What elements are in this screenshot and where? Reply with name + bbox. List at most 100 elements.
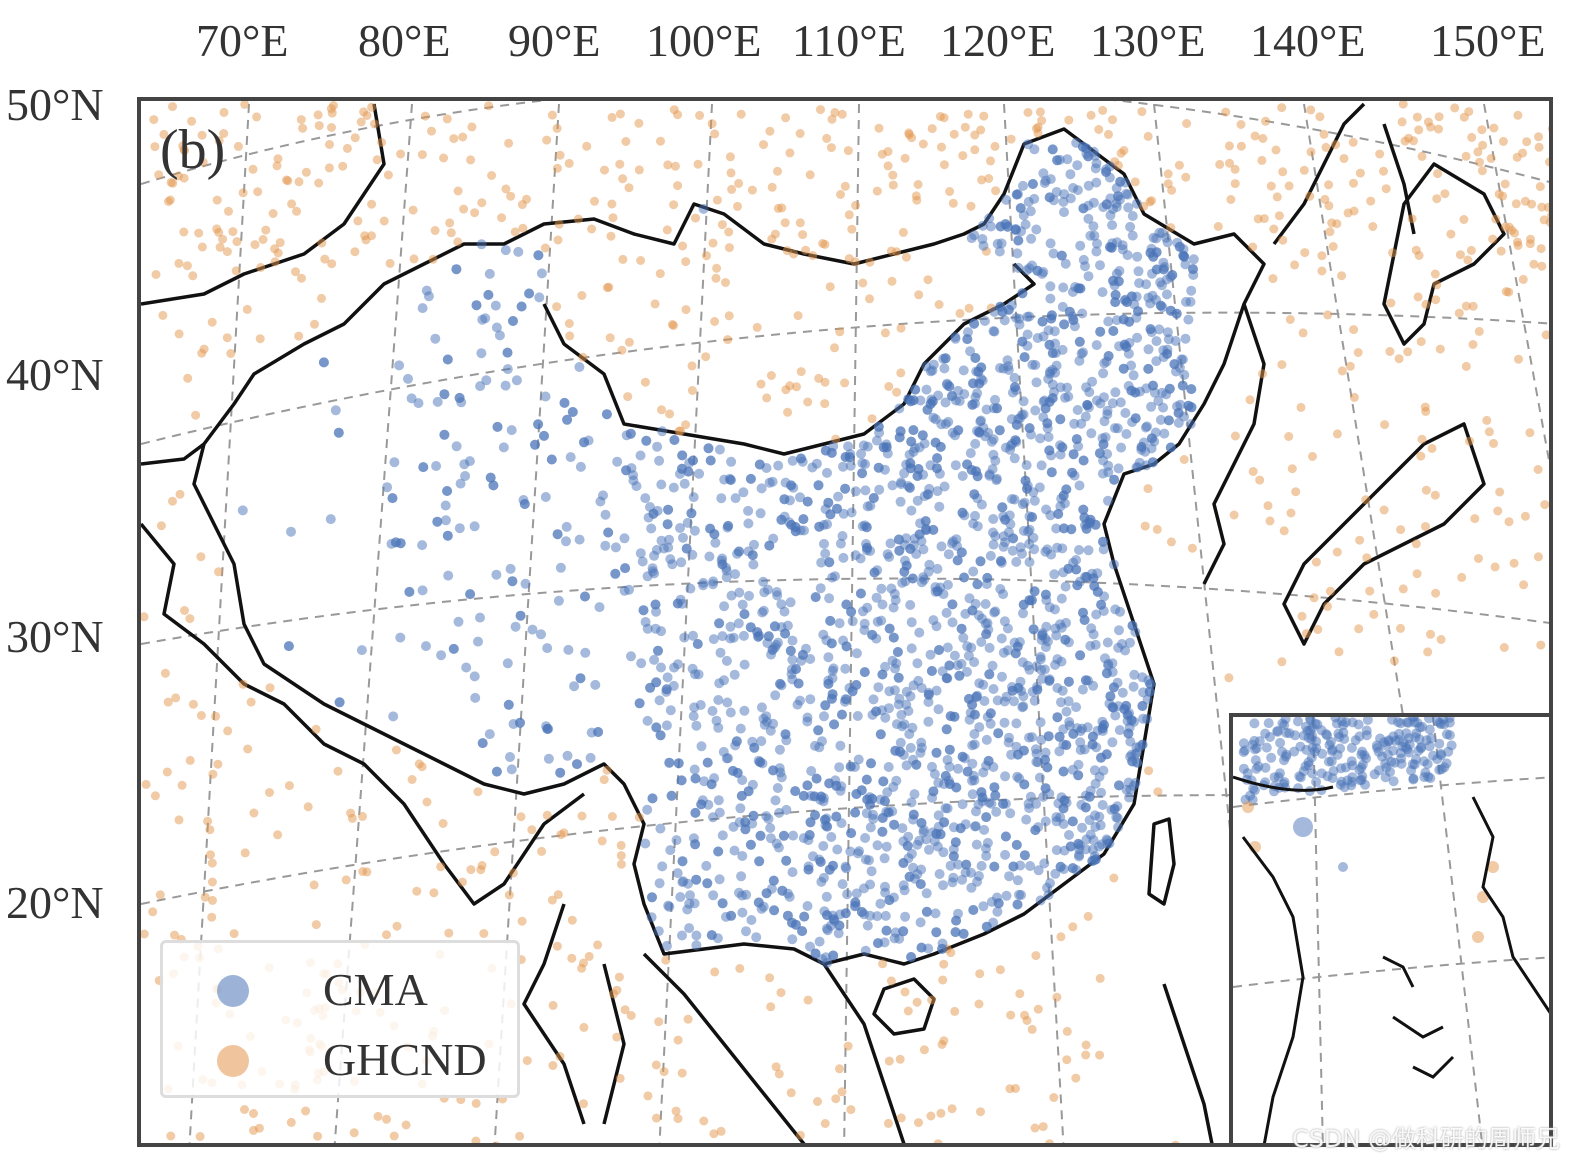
cma-point <box>672 868 683 879</box>
cma-point <box>389 457 400 468</box>
ghcnd-point <box>1230 179 1240 189</box>
cma-point <box>443 570 454 581</box>
cma-point <box>856 907 867 917</box>
legend-label-cma: CMA <box>323 964 428 1015</box>
cma-point <box>681 543 692 554</box>
cma-point <box>923 697 934 707</box>
ghcnd-point <box>1137 107 1147 117</box>
cma-point <box>1090 821 1101 832</box>
ghcnd-point <box>681 420 691 430</box>
cma-point <box>1028 624 1039 635</box>
ghcnd-point <box>1258 369 1267 379</box>
cma-point <box>967 789 978 800</box>
cma-point <box>649 550 660 561</box>
cma-point <box>943 549 954 560</box>
cma-point <box>925 366 936 377</box>
ghcnd-point <box>1353 348 1363 357</box>
ghcnd-point <box>702 251 711 261</box>
cma-point <box>505 563 516 574</box>
cma-point <box>939 481 950 492</box>
cma-point <box>513 246 524 257</box>
cma-point <box>1126 291 1137 302</box>
cma-point <box>819 538 829 549</box>
cma-point <box>705 455 716 466</box>
cma-point <box>865 910 875 921</box>
cma-point <box>1185 419 1196 430</box>
cma-point <box>735 723 746 734</box>
ghcnd-point <box>725 152 735 162</box>
ghcnd-point <box>735 964 745 973</box>
ghcnd-point <box>1306 147 1316 157</box>
ghcnd-point <box>1045 1139 1054 1143</box>
ghcnd-point <box>329 101 338 110</box>
cma-point <box>884 623 895 634</box>
ghcnd-point <box>287 199 297 209</box>
cma-point <box>824 593 835 604</box>
ghcnd-point <box>831 1094 841 1104</box>
ghcnd-point <box>1421 522 1430 531</box>
cma-point <box>837 879 848 890</box>
cma-point <box>978 679 989 690</box>
cma-point <box>1015 542 1026 553</box>
legend-marker-cma <box>217 975 249 1007</box>
ghcnd-point <box>453 237 463 247</box>
graticule-lon-150 <box>1483 103 1549 466</box>
cma-point <box>825 615 836 626</box>
cma-point <box>553 595 564 606</box>
cma-point <box>790 919 801 930</box>
cma-point <box>536 629 546 640</box>
cma-point <box>768 765 779 776</box>
cma-point <box>534 292 545 303</box>
cma-point <box>1123 202 1134 213</box>
cma-point <box>975 556 986 567</box>
cma-point <box>1009 453 1020 464</box>
cma-point <box>1059 319 1070 330</box>
ghcnd-point <box>681 305 691 315</box>
ghcnd-point <box>1323 310 1333 320</box>
cma-point <box>1040 642 1051 653</box>
ghcnd-point <box>898 227 908 237</box>
cma-point <box>1051 845 1062 856</box>
cma-point <box>1133 266 1144 277</box>
ghcnd-point <box>766 1002 776 1012</box>
cma-point <box>439 429 450 440</box>
cma-point <box>810 948 821 959</box>
cma-point <box>984 213 995 224</box>
ghcnd-point <box>291 267 300 277</box>
ghcnd-point <box>518 223 528 233</box>
cma-point <box>846 828 857 839</box>
ghcnd-point <box>1049 1093 1059 1102</box>
cma-point <box>725 475 736 485</box>
cma-point <box>1155 414 1166 425</box>
cma-point <box>739 609 750 620</box>
ghcnd-point <box>793 311 803 321</box>
inset-cma-point <box>1387 717 1397 725</box>
ghcnd-point <box>567 915 577 925</box>
cma-point <box>851 789 862 799</box>
cma-point <box>865 822 876 833</box>
ghcnd-point <box>1317 266 1327 276</box>
cma-point <box>761 716 772 727</box>
cma-point <box>709 529 720 540</box>
cma-point <box>795 492 805 503</box>
cma-point <box>688 492 699 503</box>
cma-point <box>1075 650 1086 661</box>
inset-cma-point <box>1413 745 1424 756</box>
ghcnd-point <box>1306 105 1316 115</box>
ghcnd-point <box>350 247 360 257</box>
ghcnd-point <box>341 875 351 885</box>
ghcnd-point <box>1369 609 1379 619</box>
ghcnd-point <box>1277 103 1287 113</box>
ghcnd-point <box>593 940 603 950</box>
ghcnd-point <box>212 195 222 205</box>
ghcnd-point <box>1286 508 1296 518</box>
ghcnd-point <box>1163 169 1173 179</box>
cma-point <box>702 878 713 889</box>
cma-point <box>884 895 895 906</box>
cma-point <box>1132 251 1143 262</box>
cma-point <box>1001 194 1012 205</box>
cma-point <box>665 845 676 856</box>
ghcnd-point <box>712 263 722 273</box>
cma-point <box>748 810 759 821</box>
cma-point <box>900 911 911 922</box>
